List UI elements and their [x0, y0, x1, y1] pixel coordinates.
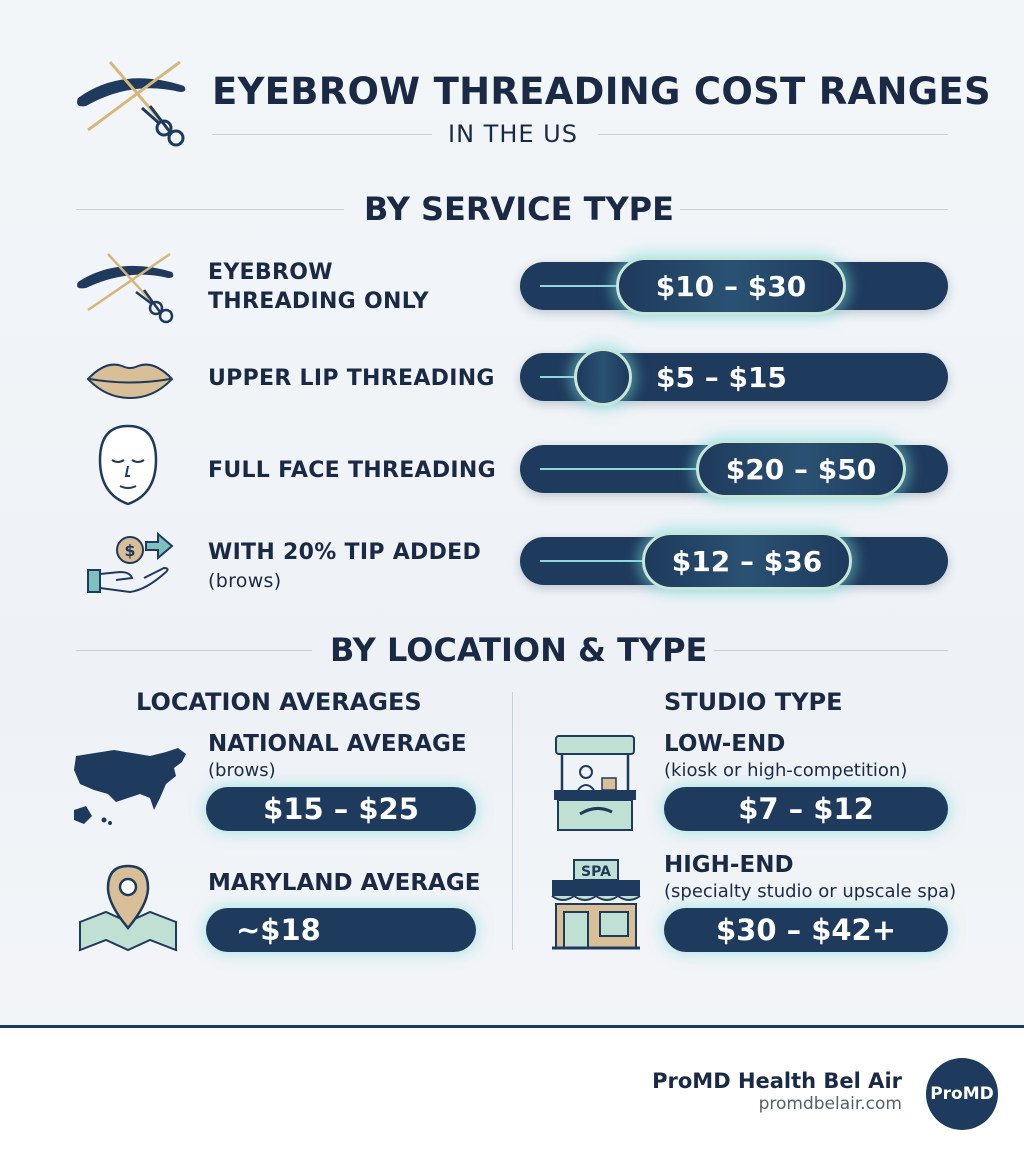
section-title-service: BY SERVICE TYPE	[364, 190, 674, 228]
service-label-eyebrow: EYEBROW THREADING ONLY	[208, 258, 429, 316]
footer-brand: ProMD Health Bel Air	[652, 1069, 902, 1093]
spa-sign-text: SPA	[581, 864, 611, 880]
page-subtitle: IN THE US	[448, 120, 578, 148]
service-label-line: WITH 20% TIP ADDED	[208, 540, 482, 565]
price-value: ~$18	[236, 913, 321, 947]
footer: ProMD Health Bel Air promdbelair.com Pro…	[0, 1025, 1024, 1154]
price-track-eyebrow: $10 – $30	[520, 257, 948, 315]
divider	[76, 209, 344, 210]
service-label-tip: WITH 20% TIP ADDED (brows)	[208, 538, 481, 596]
service-label-upper-lip: UPPER LIP THREADING	[208, 366, 495, 391]
service-label-sub: (brows)	[208, 570, 282, 592]
track-line	[540, 468, 720, 470]
price-track-upper-lip: $5 – $15	[520, 348, 948, 406]
price-pill-full-face: $20 – $50	[696, 440, 906, 498]
section-title-location: BY LOCATION & TYPE	[330, 631, 708, 669]
divider	[598, 134, 948, 135]
service-label-full-face: FULL FACE THREADING	[208, 458, 496, 483]
kiosk-icon	[552, 732, 638, 832]
low-end-price: $7 – $12	[664, 787, 948, 831]
maryland-average-price: ~$18	[206, 908, 476, 952]
logo-text: ProMD	[930, 1084, 994, 1104]
map-pin-icon	[76, 862, 180, 952]
face-icon	[96, 424, 160, 506]
price-track-tip: $12 – $36	[520, 532, 948, 590]
us-map-icon	[70, 740, 190, 830]
location-column-title: LOCATION AVERAGES	[136, 688, 422, 716]
footer-url[interactable]: promdbelair.com	[758, 1094, 902, 1114]
high-end-price: $30 – $42+	[664, 908, 948, 952]
service-label-line: EYEBROW	[208, 260, 333, 285]
national-average-sub: (brows)	[208, 760, 276, 781]
hand-coin-icon: $	[86, 526, 176, 598]
low-end-label: LOW-END	[664, 731, 786, 757]
divider	[76, 650, 312, 651]
price-value: $12 – $36	[671, 544, 823, 578]
price-value: $10 – $30	[655, 269, 807, 303]
price-pill-tip: $12 – $36	[642, 532, 852, 590]
price-value: $30 – $42+	[715, 913, 897, 947]
promd-logo: ProMD	[926, 1058, 998, 1130]
column-divider	[512, 692, 513, 950]
divider	[212, 134, 432, 135]
price-value: $20 – $50	[725, 452, 877, 486]
header-logo-icon	[72, 58, 197, 150]
studio-column-title: STUDIO TYPE	[664, 688, 843, 716]
divider	[680, 209, 948, 210]
service-label-line: THREADING ONLY	[208, 289, 429, 314]
price-knob-upper-lip	[574, 348, 632, 406]
maryland-average-label: MARYLAND AVERAGE	[208, 870, 481, 896]
svg-text:$: $	[124, 541, 135, 560]
spa-storefront-icon: SPA	[548, 856, 644, 952]
national-average-price: $15 – $25	[206, 787, 476, 831]
high-end-label: HIGH-END	[664, 852, 794, 878]
track-line	[540, 376, 580, 378]
eyebrow-thread-scissors-icon	[74, 252, 184, 324]
lips-icon	[86, 358, 174, 400]
track-line	[540, 285, 640, 287]
price-value: $7 – $12	[738, 792, 874, 826]
divider	[714, 650, 948, 651]
page-title: EYEBROW THREADING COST RANGES	[212, 70, 991, 113]
price-pill-eyebrow: $10 – $30	[616, 257, 846, 315]
low-end-sub: (kiosk or high-competition)	[664, 760, 908, 781]
high-end-sub: (specialty studio or upscale spa)	[664, 881, 957, 902]
price-value-upper-lip: $5 – $15	[656, 361, 787, 394]
track-line	[540, 560, 660, 562]
price-track-full-face: $20 – $50	[520, 440, 948, 498]
national-average-label: NATIONAL AVERAGE	[208, 731, 467, 757]
price-value: $15 – $25	[263, 792, 419, 826]
